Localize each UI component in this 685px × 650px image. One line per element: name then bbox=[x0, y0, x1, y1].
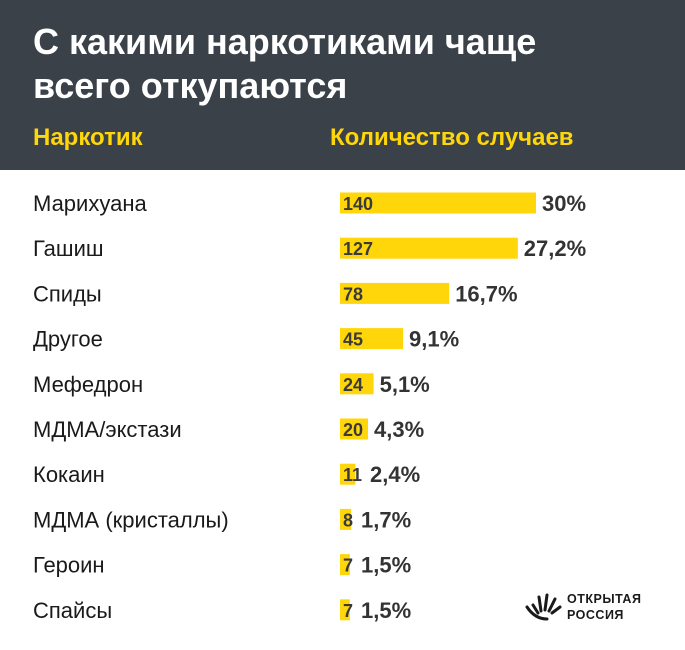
bar-value-label: 8 bbox=[343, 510, 353, 530]
bar-value-label: 7 bbox=[343, 601, 353, 621]
percent-label: 4,3% bbox=[374, 417, 424, 442]
bar-value-label: 20 bbox=[343, 420, 363, 440]
bar bbox=[340, 192, 536, 214]
category-label: Мефедрон bbox=[33, 372, 143, 397]
logo-line-1: ОТКРЫТАЯ bbox=[567, 592, 642, 606]
logo-line-2: РОССИЯ bbox=[567, 608, 624, 622]
bar bbox=[340, 463, 356, 485]
percent-label: 1,7% bbox=[361, 507, 411, 532]
category-label: Марихуана bbox=[33, 191, 147, 216]
bar-value-label: 140 bbox=[343, 194, 373, 214]
column-header-drug: Наркотик bbox=[33, 124, 143, 151]
category-label: Спайсы bbox=[33, 598, 112, 623]
percent-label: 30% bbox=[542, 191, 586, 216]
percent-label: 1,5% bbox=[361, 598, 411, 623]
bar bbox=[340, 328, 403, 350]
column-header-count: Количество случаев bbox=[330, 124, 574, 151]
bar-value-label: 127 bbox=[343, 239, 373, 259]
bar-value-label: 11 bbox=[343, 465, 362, 485]
bar bbox=[340, 237, 518, 259]
category-label: Героин bbox=[33, 553, 105, 578]
bar bbox=[340, 282, 450, 304]
category-label: МДМА/экстази bbox=[33, 417, 182, 442]
percent-label: 2,4% bbox=[370, 462, 420, 487]
bar bbox=[340, 599, 350, 621]
bar-value-label: 7 bbox=[343, 556, 353, 576]
bar-chart: Марихуана 140 30%Гашиш 127 27,2%Спиды 78 16,7%… bbox=[33, 191, 586, 623]
percent-label: 5,1% bbox=[380, 372, 430, 397]
bar bbox=[340, 373, 374, 395]
category-label: Другое bbox=[33, 327, 103, 352]
sun-rays-icon bbox=[525, 593, 562, 621]
bar bbox=[340, 554, 350, 576]
percent-label: 1,5% bbox=[361, 553, 411, 578]
percent-label: 16,7% bbox=[455, 281, 517, 306]
logo: ОТКРЫТАЯ РОССИЯ bbox=[523, 589, 673, 629]
percent-label: 27,2% bbox=[524, 236, 586, 261]
chart-title: С какими наркотиками чаще всего откупают… bbox=[33, 21, 537, 106]
bar-value-label: 78 bbox=[343, 284, 363, 304]
category-label: Кокаин bbox=[33, 462, 105, 487]
logo-text: ОТКРЫТАЯ РОССИЯ bbox=[567, 591, 641, 623]
bar-value-label: 45 bbox=[343, 330, 363, 350]
bar-value-label: 24 bbox=[343, 375, 363, 395]
bar bbox=[340, 508, 352, 530]
bar bbox=[340, 418, 368, 440]
percent-label: 9,1% bbox=[409, 327, 459, 352]
header-panel: С какими наркотиками чаще всего откупают… bbox=[0, 0, 685, 170]
category-label: МДМА (кристаллы) bbox=[33, 507, 229, 532]
category-label: Спиды bbox=[33, 281, 102, 306]
category-label: Гашиш bbox=[33, 236, 104, 261]
